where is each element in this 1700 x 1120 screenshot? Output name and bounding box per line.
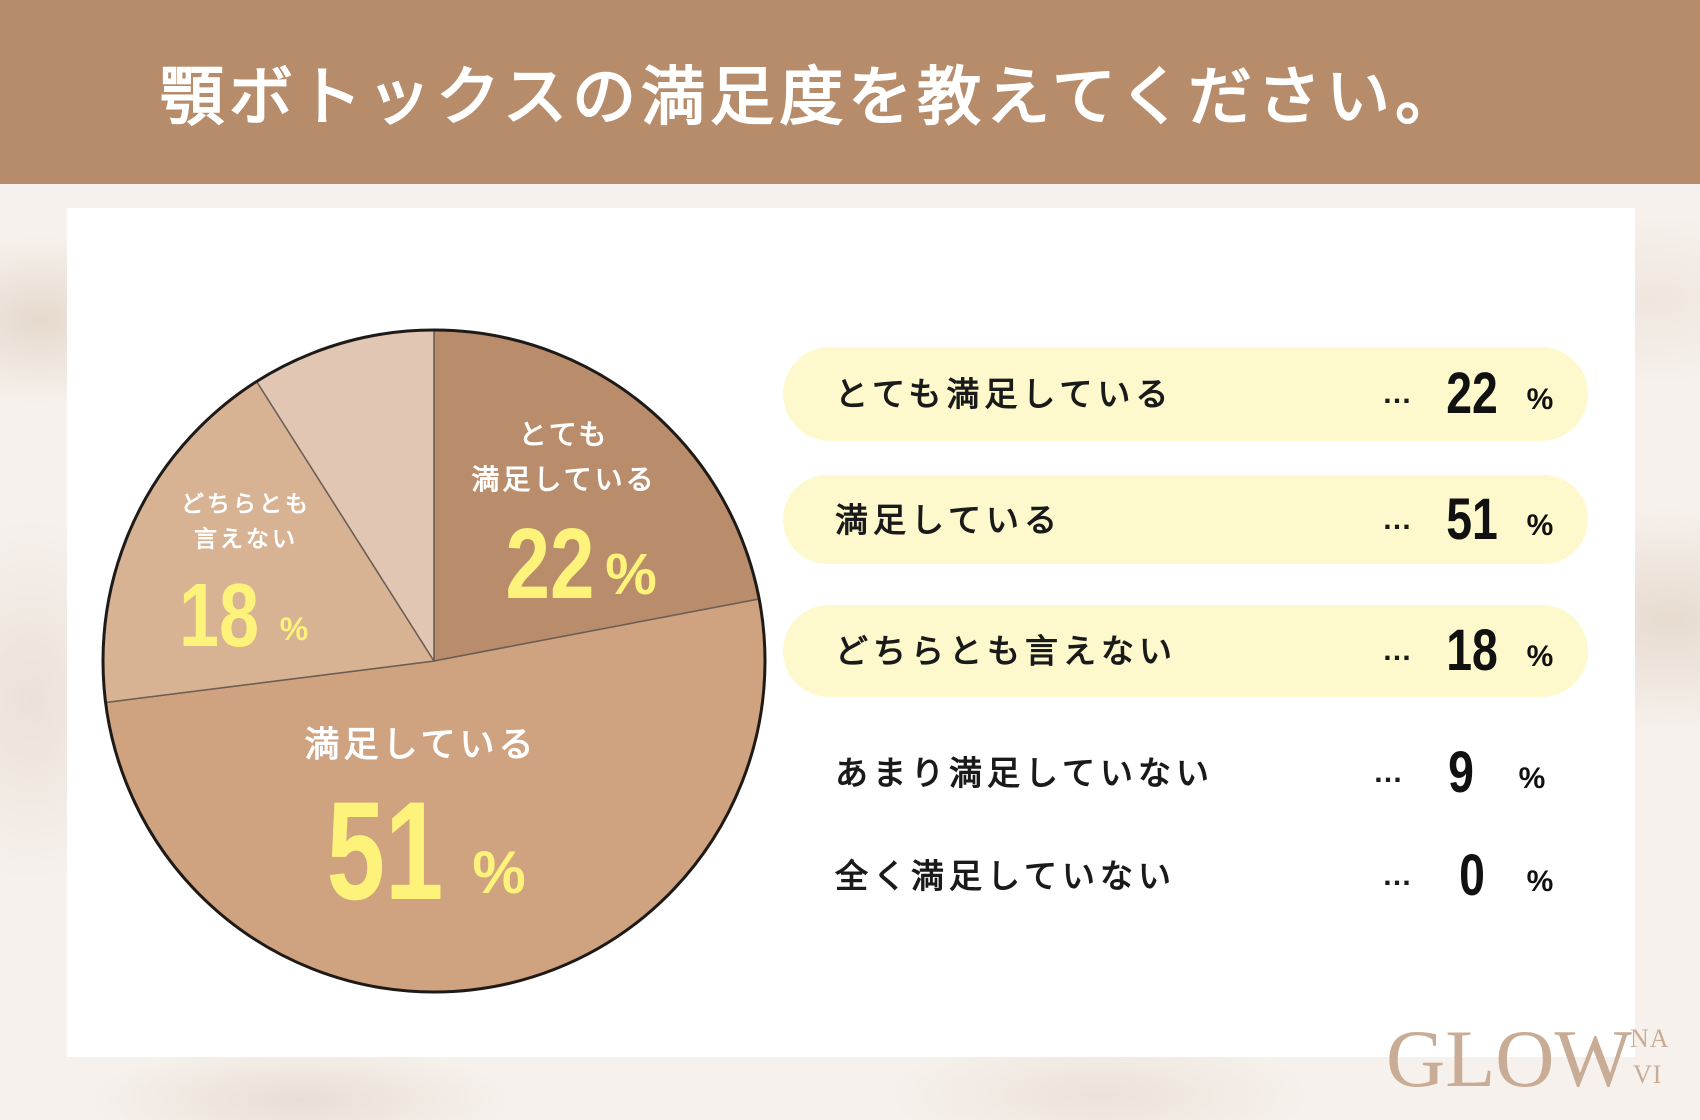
legend-row-satisfied: 満足している … 51 % <box>783 475 1588 564</box>
percent-sign: % <box>1518 762 1546 795</box>
legend-row-very-satisfied: とても満足している … 22 % <box>783 347 1588 441</box>
pie-percent-neutral: % <box>279 611 309 647</box>
pie-label-neutral-line1: どちらとも <box>181 491 311 518</box>
legend-label: とても満足している <box>835 374 1174 414</box>
pie-label-satisfied: 満足している <box>304 725 538 766</box>
logo-sub-top: NA <box>1630 1024 1670 1053</box>
header-band: 顎ボトックスの満足度を教えてください。 <box>0 0 1700 184</box>
leader-dots: … <box>1382 634 1412 667</box>
logo-sub-bottom: VI <box>1633 1060 1663 1089</box>
pie-label-very-satisfied-line1: とても <box>518 418 610 451</box>
logo-glow: GLOW <box>1386 1013 1632 1104</box>
percent-sign: % <box>1526 865 1554 898</box>
legend-label: 満足している <box>835 500 1063 539</box>
legend-value: 18 <box>1446 618 1498 683</box>
pie-percent-very-satisfied: % <box>605 542 657 607</box>
pie-value-neutral: 18 <box>178 566 260 666</box>
legend-row-neutral: どちらとも言えない … 18 % <box>783 605 1588 697</box>
legend-row-not-at-all-satisfied: 全く満足していない … 0 % <box>783 830 1588 922</box>
percent-sign: % <box>1526 508 1554 542</box>
leader-dots: … <box>1373 756 1403 789</box>
pie-value-very-satisfied: 22 <box>505 508 595 620</box>
legend-value: 22 <box>1446 361 1498 426</box>
pie-slices <box>102 329 766 993</box>
leader-dots: … <box>1382 377 1412 410</box>
legend-value: 0 <box>1459 843 1485 908</box>
percent-sign: % <box>1526 640 1554 673</box>
pie-value-satisfied: 51 <box>326 772 444 929</box>
pie-percent-satisfied: % <box>472 839 526 906</box>
page-title: 顎ボトックスの満足度を教えてください。 <box>160 61 1464 135</box>
legend-label: どちらとも言えない <box>835 631 1177 671</box>
legend-label: 全く満足していない <box>835 856 1177 896</box>
percent-sign: % <box>1526 383 1554 416</box>
pie-label-neutral-line2: 言えない <box>194 526 298 553</box>
pie-label-very-satisfied-line2: 満足している <box>471 463 657 496</box>
legend-label: あまり満足していない <box>835 753 1215 793</box>
legend-row-not-very-satisfied: あまり満足していない … 9 % <box>783 727 1588 819</box>
legend-value: 51 <box>1446 486 1498 552</box>
leader-dots: … <box>1382 502 1412 536</box>
leader-dots: … <box>1382 859 1412 892</box>
legend-value: 9 <box>1448 740 1474 805</box>
pie-outline <box>101 328 767 994</box>
